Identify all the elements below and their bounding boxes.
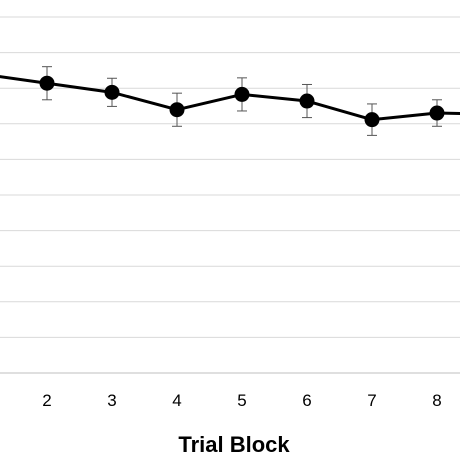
data-point [234,86,250,102]
x-axis-title: Trial Block [178,432,290,457]
series-line [0,75,460,122]
x-tick-label: 8 [432,391,441,410]
x-tick-labels: 2 3 4 5 6 7 8 [42,391,441,410]
x-tick-label: 5 [237,391,246,410]
x-tick-label: 4 [172,391,181,410]
gridlines [0,16,460,338]
x-tick-label: 7 [367,391,376,410]
x-tick-label: 6 [302,391,311,410]
data-point [104,84,120,100]
data-point [169,102,185,118]
data-point [39,75,55,91]
x-tick-label: 2 [42,391,51,410]
data-points [39,75,445,128]
data-point [364,112,380,128]
data-point [429,105,445,121]
x-tick-label: 3 [107,391,116,410]
data-point [299,93,315,109]
